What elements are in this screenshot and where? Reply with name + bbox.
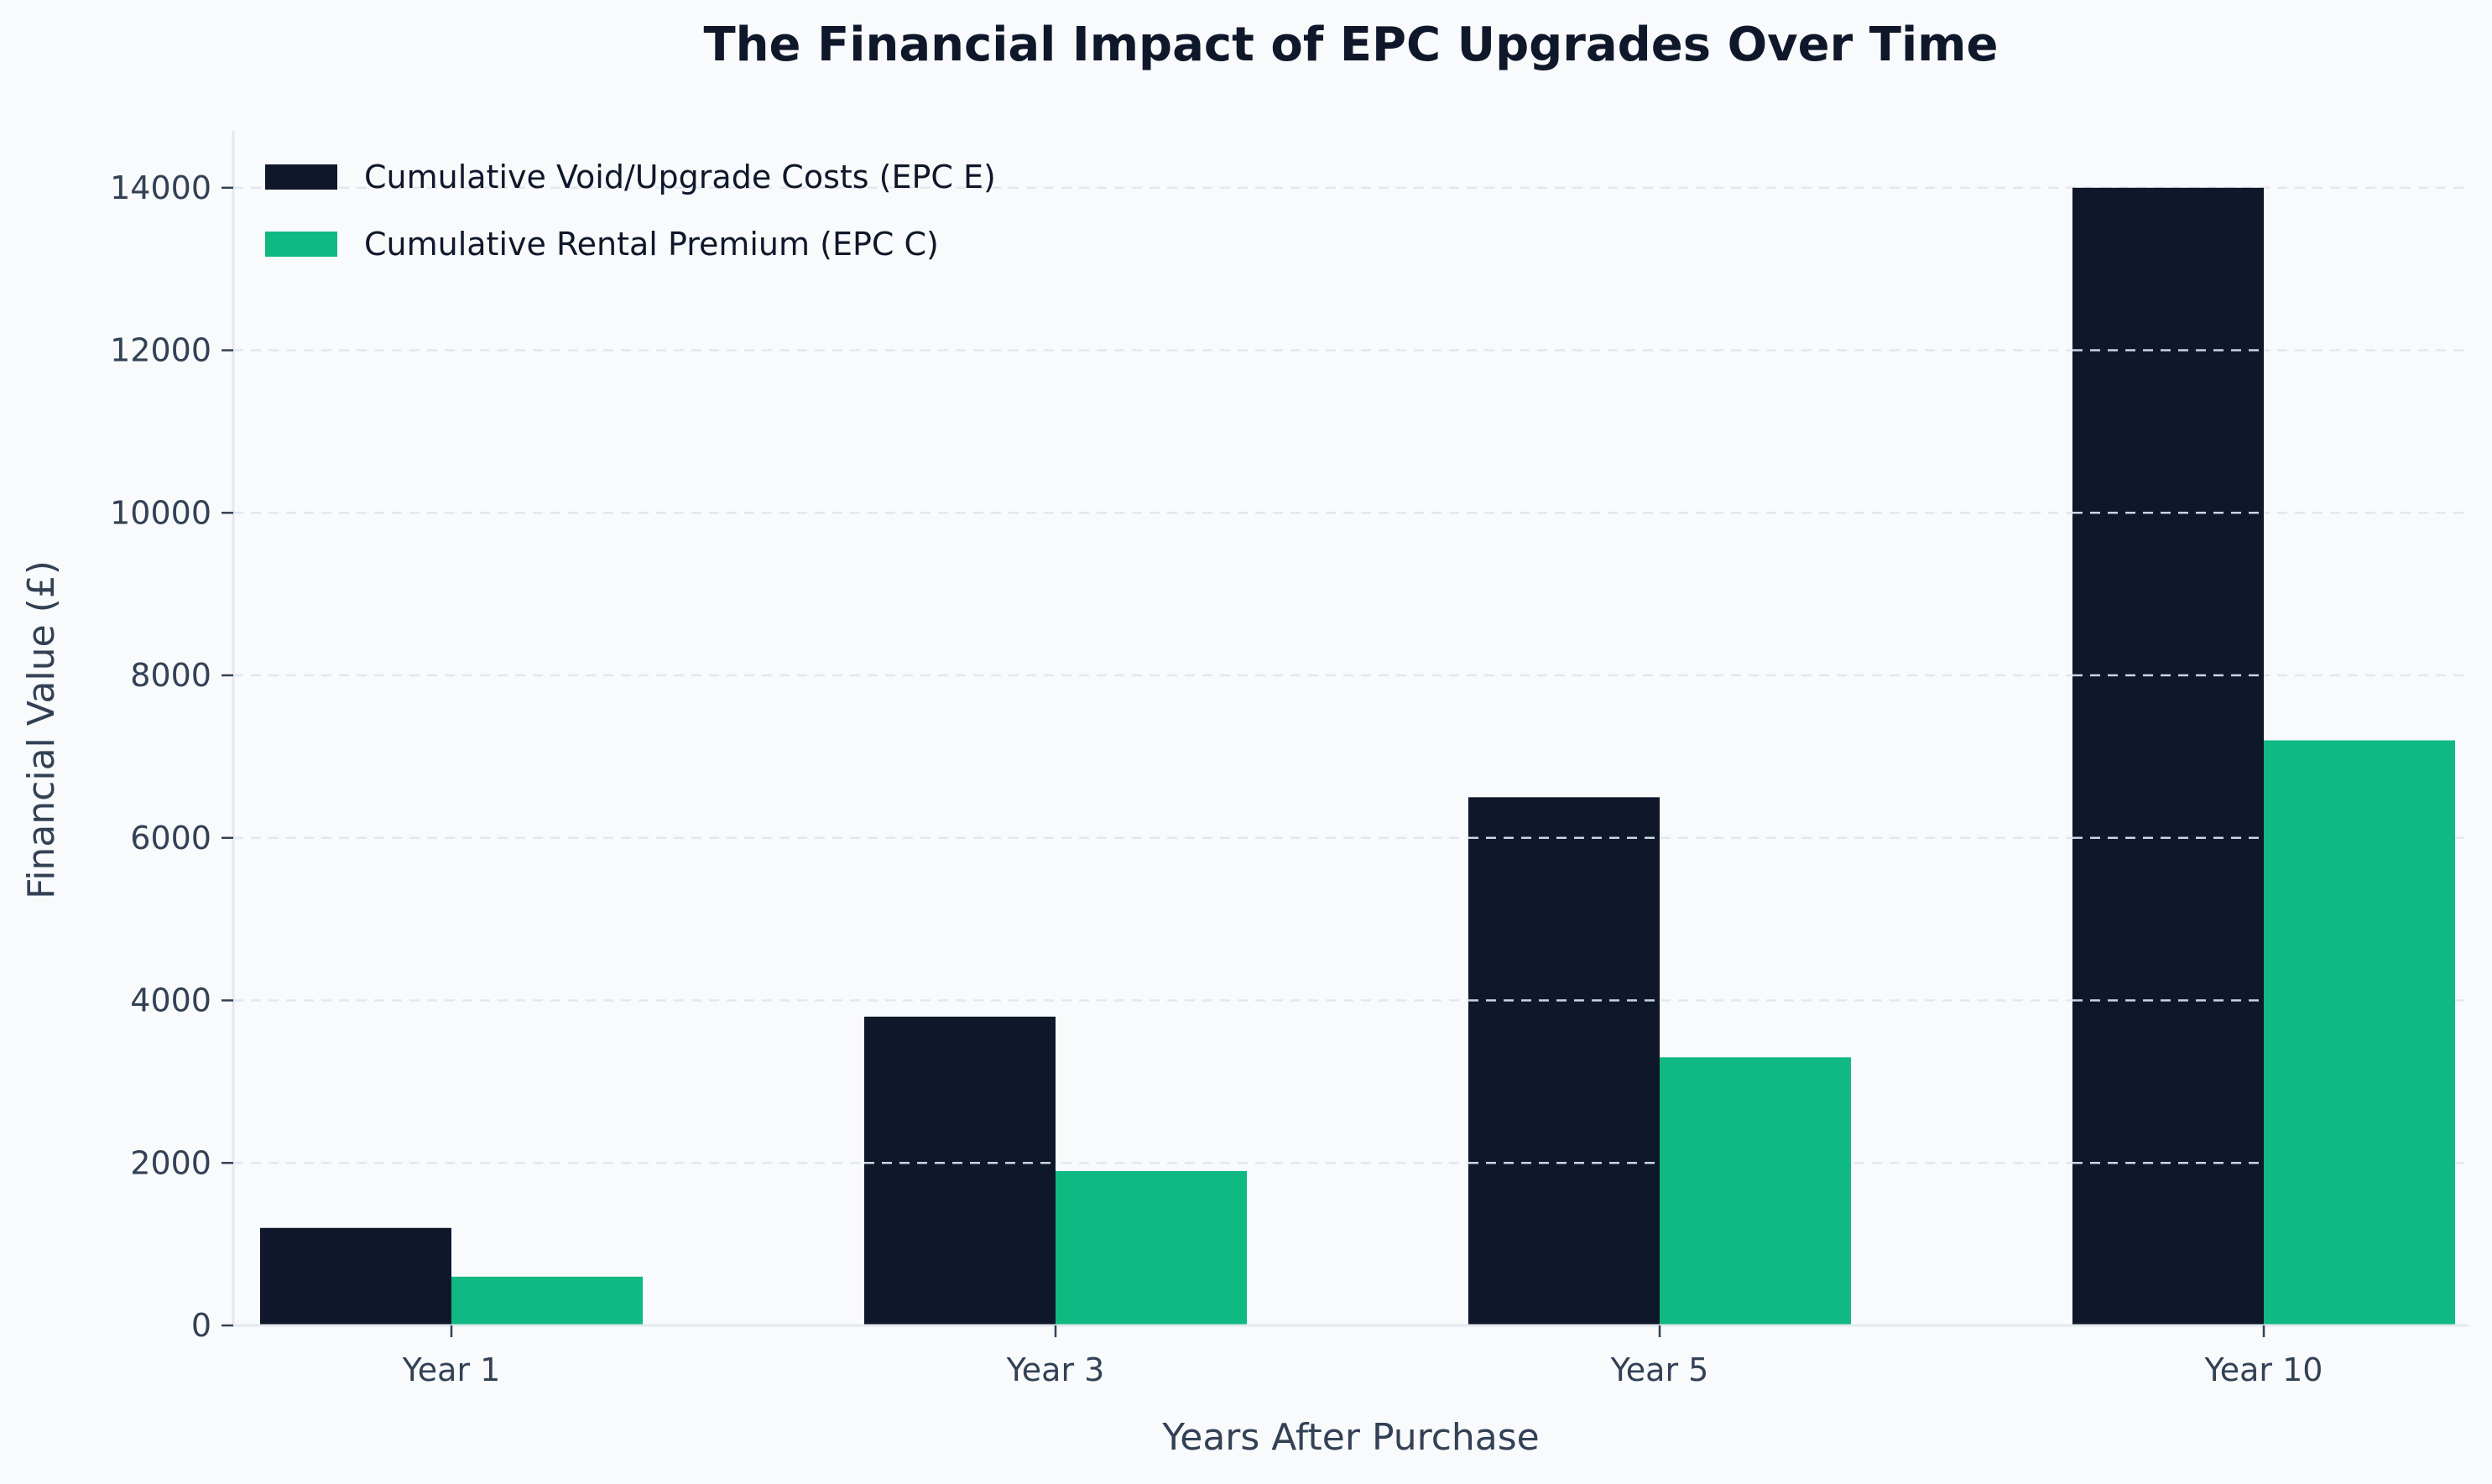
bars-layer	[260, 187, 2455, 1325]
legend-swatch	[265, 232, 337, 257]
bar	[864, 1016, 1056, 1325]
y-tick-label: 2000	[130, 1144, 211, 1181]
x-tick-label: Year 1	[402, 1351, 501, 1388]
legend-label: Cumulative Void/Upgrade Costs (EPC E)	[364, 159, 996, 195]
legend-swatch	[265, 164, 337, 190]
x-tick-label: Year 10	[2204, 1351, 2323, 1388]
y-tick-label: 12000	[110, 332, 211, 369]
bar	[1660, 1057, 1851, 1325]
y-tick-label: 6000	[130, 820, 211, 857]
bar	[1468, 797, 1660, 1325]
bar	[260, 1227, 451, 1325]
bar	[2072, 187, 2264, 1325]
y-tick-label: 10000	[110, 494, 211, 531]
y-axis-label: Financial Value (£)	[20, 560, 63, 899]
grid-layer	[233, 186, 2469, 1164]
legend: Cumulative Void/Upgrade Costs (EPC E) Cum…	[265, 159, 996, 263]
bar	[451, 1276, 643, 1325]
x-axis-label: Years After Purchase	[1161, 1416, 1540, 1459]
chart-title: The Financial Impact of EPC Upgrades Ove…	[703, 18, 1998, 72]
bar	[1056, 1170, 1247, 1325]
y-tick-label: 4000	[130, 982, 211, 1019]
x-tick-label: Year 3	[1006, 1351, 1105, 1388]
y-tick-label: 0	[191, 1307, 211, 1344]
bar	[2264, 740, 2455, 1325]
y-tick-label: 14000	[110, 169, 211, 206]
legend-label: Cumulative Rental Premium (EPC C)	[364, 226, 939, 263]
axes-layer: 0 2000 4000 6000 8000 10000 12000 14000 Year 1 Ye…	[110, 131, 2469, 1388]
overlay-grid-layer	[864, 349, 2264, 1164]
x-tick-label: Year 5	[1610, 1351, 1709, 1388]
y-tick-label: 8000	[130, 657, 211, 694]
